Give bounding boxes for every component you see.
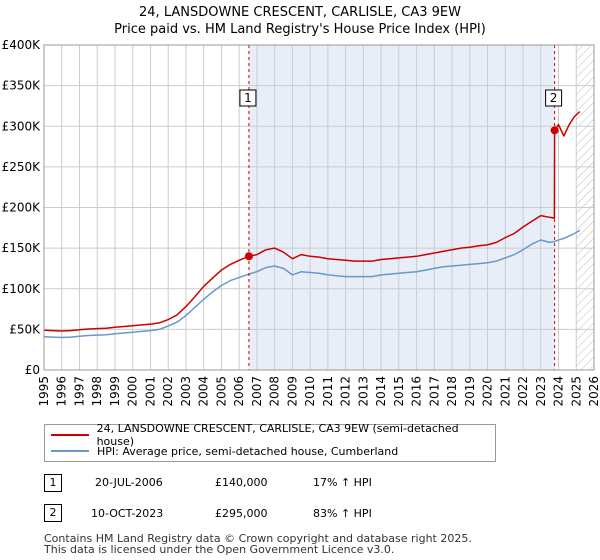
sale-marker-label-2: 2 [550, 91, 558, 105]
x-tick-label: 2018 [445, 376, 459, 407]
x-tick-label: 2000 [126, 376, 140, 407]
x-tick-label: 2022 [516, 376, 530, 407]
transaction-price-2: £295,000 [215, 507, 268, 520]
legend-label-property: 24, LANSDOWNE CRESCENT, CARLISLE, CA3 9E… [96, 422, 459, 448]
transaction-marker-2: 2 [44, 504, 62, 522]
x-tick-label: 2016 [410, 376, 424, 407]
x-tick-label: 2017 [427, 376, 441, 407]
y-tick-label: £250K [2, 160, 42, 174]
x-tick-label: 1997 [72, 376, 86, 407]
transaction-date-1: 20-JUL-2006 [95, 476, 163, 489]
transaction-marker-1: 1 [44, 474, 62, 492]
x-tick-label: 2013 [356, 376, 370, 407]
series-line-property [43, 111, 581, 332]
y-tick-label: £100K [2, 282, 42, 296]
y-tick-label: £0 [25, 363, 40, 377]
x-tick-label: 1999 [108, 376, 122, 407]
sale-marker-box-2 [545, 89, 563, 107]
y-tick-label: £200K [2, 201, 42, 215]
y-tick-label: £150K [2, 241, 42, 255]
chart-subtitle: Price paid vs. HM Land Registry's House … [114, 22, 486, 37]
x-tick-label: 2019 [463, 376, 477, 407]
transaction-hpi-2: 83% ↑ HPI [313, 507, 372, 520]
transaction-date-2: 10-OCT-2023 [91, 507, 164, 520]
legend-entry-property: 24, LANSDOWNE CRESCENT, CARLISLE, CA3 9E… [51, 422, 495, 448]
sale-marker-label-1: 1 [244, 91, 252, 105]
x-tick-label: 2004 [197, 376, 211, 407]
x-tick-label: 2008 [268, 376, 282, 407]
x-tick-label: 1996 [55, 376, 69, 407]
y-tick-label: £350K [2, 79, 42, 93]
sale-point-1 [244, 252, 253, 261]
footer-copyright: Contains HM Land Registry data © Crown c… [44, 532, 472, 545]
plot-border [43, 44, 595, 371]
x-tick-label: 2007 [250, 376, 264, 407]
sale-point-2 [550, 126, 559, 135]
legend-entry-hpi: HPI: Average price, semi-detached house,… [51, 444, 398, 458]
x-tick-label: 2020 [481, 376, 495, 407]
legend-swatch-property [51, 434, 89, 436]
x-tick-label: 2006 [232, 376, 246, 407]
y-tick-label: £50K [9, 322, 41, 336]
x-tick-label: 1998 [90, 376, 104, 407]
chart-title: 24, LANSDOWNE CRESCENT, CARLISLE, CA3 9E… [139, 5, 461, 20]
x-tick-label: 2009 [285, 376, 299, 407]
sale-marker-box-1 [239, 89, 257, 107]
x-tick-label: 2010 [303, 376, 317, 407]
x-tick-label: 1995 [37, 376, 51, 407]
x-tick-label: 2005 [214, 376, 228, 407]
series-line-hpi [43, 229, 581, 339]
x-tick-label: 2021 [498, 376, 512, 407]
x-tick-label: 2024 [552, 376, 566, 407]
y-tick-label: £400K [2, 38, 42, 52]
y-tick-label: £300K [2, 119, 42, 133]
x-tick-label: 2025 [569, 376, 583, 407]
x-tick-label: 2001 [143, 376, 157, 407]
x-tick-label: 2002 [161, 376, 175, 407]
transaction-price-1: £140,000 [215, 476, 268, 489]
price-chart: 1 2 £0 £50K £100K £150K £200K £250K £300K £350K £… [2, 38, 600, 407]
x-tick-label: 2014 [374, 376, 388, 407]
chart-legend: 24, LANSDOWNE CRESCENT, CARLISLE, CA3 9E… [44, 422, 496, 462]
legend-swatch-hpi [51, 450, 89, 452]
x-tick-label: 2023 [534, 376, 548, 407]
x-tick-label: 2012 [339, 376, 353, 407]
footer-licence: This data is licensed under the Open Gov… [44, 543, 395, 556]
x-tick-label: 2015 [392, 376, 406, 407]
x-tick-label: 2003 [179, 376, 193, 407]
legend-label-hpi: HPI: Average price, semi-detached house,… [97, 444, 399, 458]
x-tick-label: 2026 [587, 376, 600, 407]
transaction-hpi-1: 17% ↑ HPI [313, 476, 372, 489]
x-tick-label: 2011 [321, 376, 335, 407]
